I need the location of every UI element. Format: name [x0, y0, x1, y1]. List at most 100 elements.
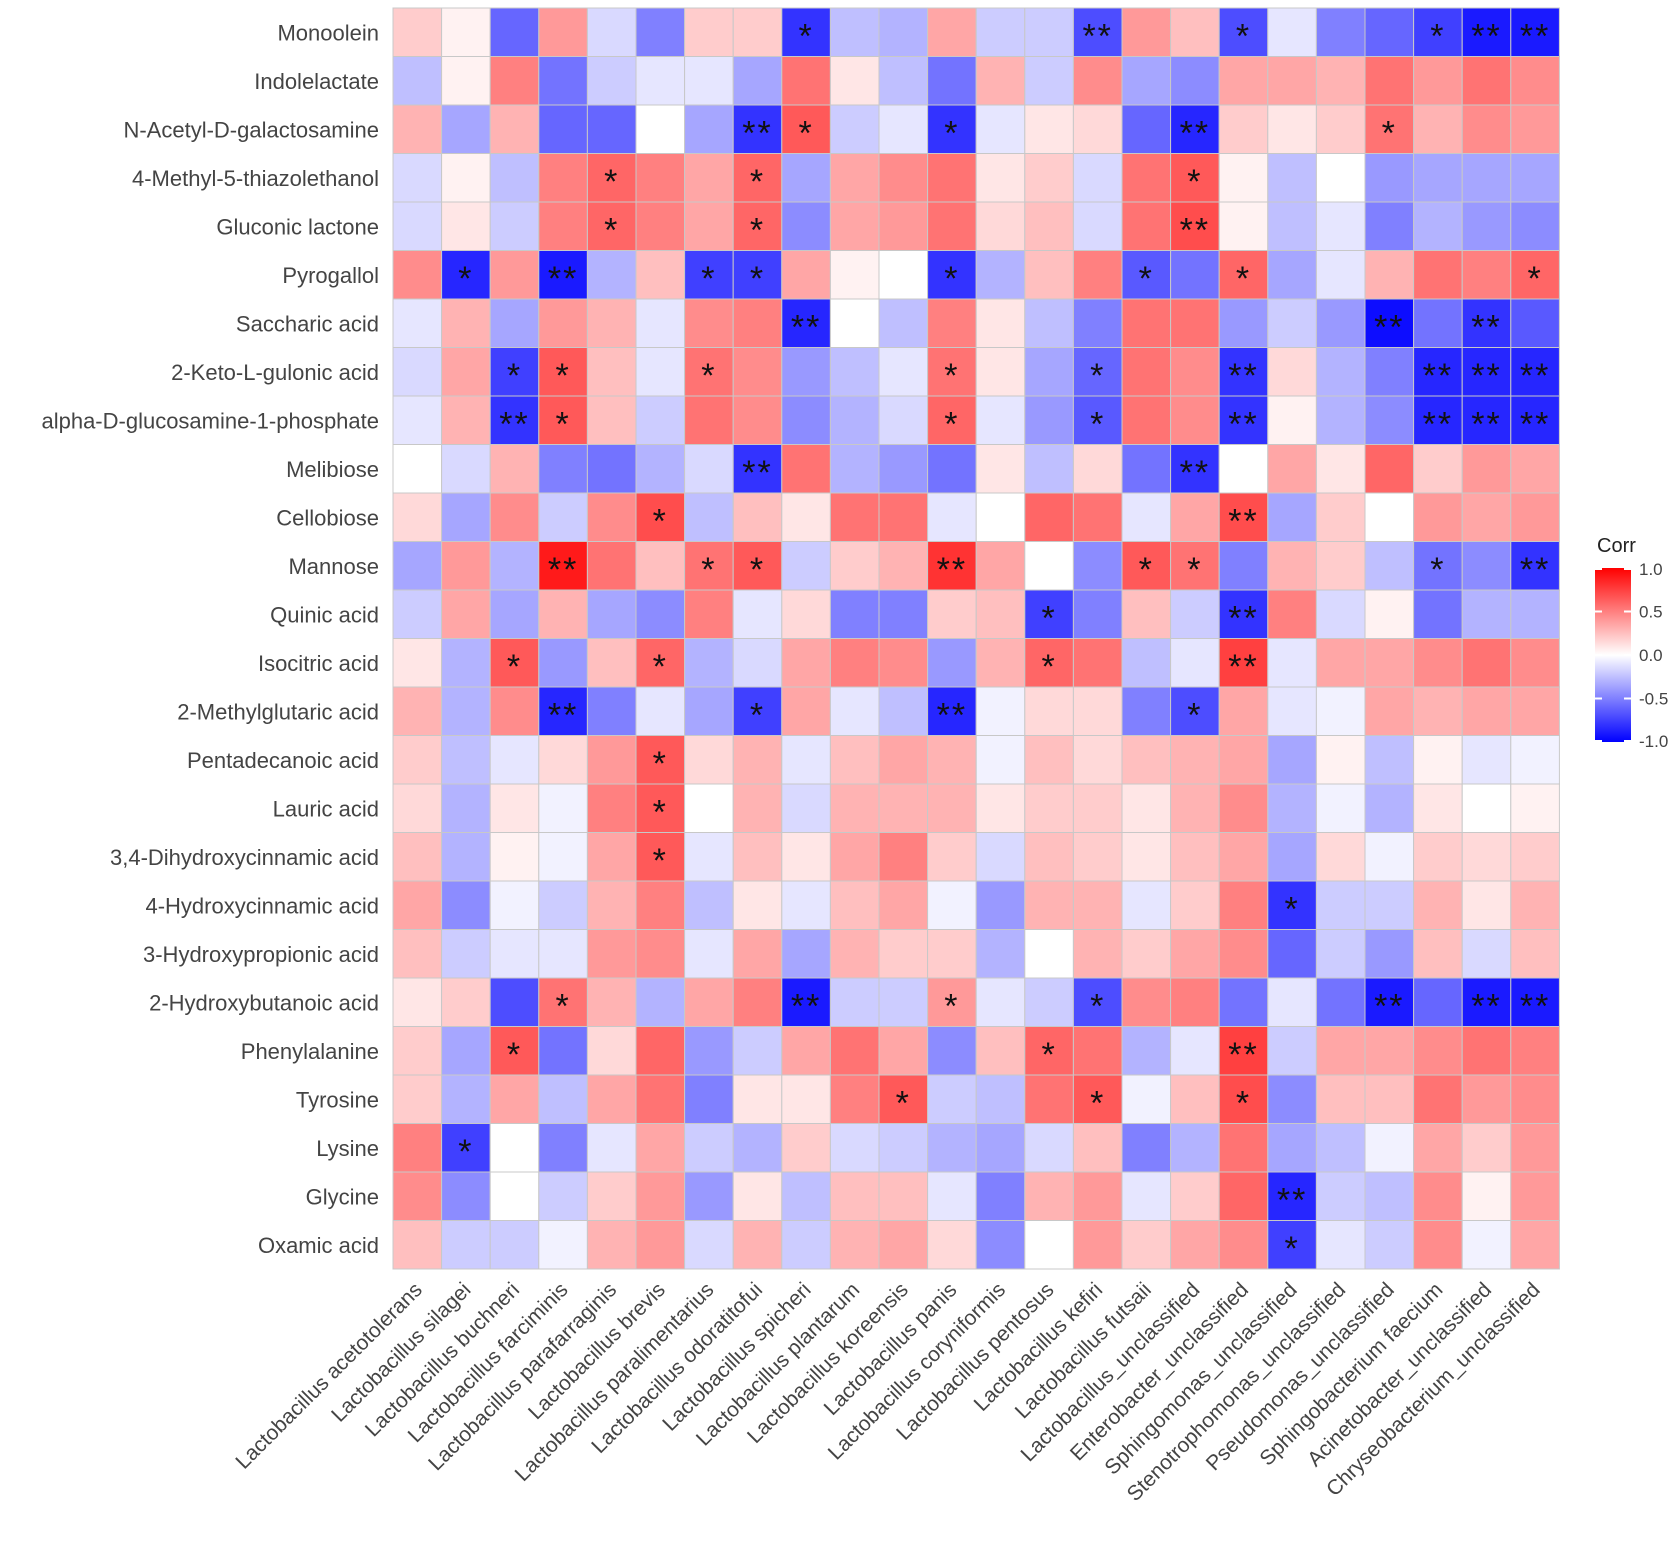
- heatmap-cell: [1315, 201, 1366, 251]
- heatmap-cell: [538, 7, 588, 57]
- heatmap-cell: [586, 444, 637, 494]
- heatmap-cell: [1121, 977, 1172, 1027]
- heatmap-cell: [1121, 395, 1172, 445]
- heatmap-cell: [489, 1123, 540, 1173]
- heatmap-cell: [1072, 977, 1123, 1027]
- row-label: Melibiose: [286, 457, 379, 482]
- significance-mark: *: [1041, 599, 1056, 637]
- heatmap-cell: [538, 56, 588, 106]
- significance-mark: **: [1082, 17, 1112, 55]
- heatmap-cell: [1510, 977, 1560, 1027]
- heatmap-cell: [392, 832, 443, 882]
- heatmap-cell: [489, 783, 540, 833]
- heatmap-cell: [878, 1220, 929, 1270]
- legend: Corr 1.0 0.5 0.0 -0.5 -1.0: [1595, 535, 1668, 751]
- heatmap-cell: [878, 541, 929, 591]
- heatmap-cell: [392, 444, 443, 494]
- heatmap-cell: [829, 880, 880, 930]
- heatmap-cell: [441, 444, 491, 494]
- heatmap-cell: [1413, 638, 1463, 688]
- heatmap-cell: [1510, 1074, 1560, 1124]
- heatmap-cell: [781, 686, 831, 736]
- heatmap-cell: [1461, 1026, 1512, 1076]
- heatmap-cell: [878, 589, 929, 639]
- heatmap-cell: [1170, 444, 1220, 494]
- heatmap-cell: [489, 56, 540, 106]
- heatmap-cell: [684, 298, 734, 348]
- significance-mark: **: [742, 454, 772, 492]
- heatmap-cell: [1170, 977, 1220, 1027]
- heatmap-cell: [538, 492, 588, 542]
- row-label: Tyrosine: [296, 1087, 379, 1112]
- heatmap-cell: [927, 929, 977, 979]
- heatmap-cell: [1267, 686, 1317, 736]
- heatmap-cell: [927, 1026, 977, 1076]
- significance-mark: *: [458, 1133, 473, 1171]
- heatmap-cell: [1364, 1123, 1415, 1173]
- heatmap-cell: [489, 444, 540, 494]
- heatmap-cell: [1510, 880, 1560, 930]
- heatmap-cell: [392, 7, 443, 57]
- heatmap-cell: [1413, 1123, 1463, 1173]
- heatmap-cell: [732, 638, 783, 688]
- heatmap-cell: [1315, 250, 1366, 300]
- heatmap-cell: [1364, 201, 1415, 251]
- significance-mark: *: [604, 163, 619, 201]
- heatmap-cell: [1024, 250, 1074, 300]
- heatmap-cell: [878, 104, 929, 154]
- heatmap-cell: [1364, 7, 1415, 57]
- heatmap-cell: [586, 686, 637, 736]
- heatmap-cell: [635, 686, 686, 736]
- heatmap-cell: [927, 444, 977, 494]
- heatmap-cell: [1072, 589, 1123, 639]
- heatmap-cell: [538, 735, 588, 785]
- heatmap-cell: [1315, 492, 1366, 542]
- heatmap-cell: [1461, 250, 1512, 300]
- heatmap-cell: [441, 201, 491, 251]
- heatmap-cell: [635, 395, 686, 445]
- heatmap-cell: [441, 104, 491, 154]
- heatmap-cell: [489, 1074, 540, 1124]
- heatmap-cell: [732, 1123, 783, 1173]
- heatmap-cell: [684, 444, 734, 494]
- heatmap-cell: [1267, 492, 1317, 542]
- heatmap-cell: [1072, 1074, 1123, 1124]
- heatmap-cell: [1024, 56, 1074, 106]
- heatmap-cell: [538, 444, 588, 494]
- heatmap-cell: [1218, 929, 1269, 979]
- heatmap-cell: [781, 1171, 831, 1221]
- significance-mark: *: [750, 260, 765, 298]
- heatmap-cell: [1510, 492, 1560, 542]
- heatmap-cell: [1267, 1123, 1317, 1173]
- heatmap-cell: [1315, 153, 1366, 203]
- heatmap-cell: [1024, 686, 1074, 736]
- heatmap-cell: [1413, 735, 1463, 785]
- heatmap-cell: [441, 1171, 491, 1221]
- heatmap-cell: [781, 492, 831, 542]
- heatmap-cell: [635, 492, 686, 542]
- heatmap-cell: [441, 298, 491, 348]
- heatmap-cell: [878, 1171, 929, 1221]
- heatmap-cell: [684, 686, 734, 736]
- heatmap-cell: [975, 1074, 1026, 1124]
- significance-mark: **: [1228, 648, 1258, 686]
- heatmap-cell: [732, 444, 783, 494]
- heatmap-cell: [538, 686, 588, 736]
- heatmap-cell: [1461, 492, 1512, 542]
- significance-mark: **: [1423, 357, 1453, 395]
- heatmap-cell: [829, 56, 880, 106]
- heatmap-cell: [975, 395, 1026, 445]
- heatmap-cell: [635, 444, 686, 494]
- heatmap-cell: [1364, 589, 1415, 639]
- heatmap-cell: [684, 783, 734, 833]
- heatmap-cell: [829, 250, 880, 300]
- heatmap-cell: [781, 1220, 831, 1270]
- heatmap-cell: [1218, 1171, 1269, 1221]
- heatmap-cell: [538, 929, 588, 979]
- heatmap-cell: [586, 929, 637, 979]
- heatmap-cell: [1364, 1074, 1415, 1124]
- significance-mark: *: [798, 114, 813, 152]
- heatmap-cell: [732, 201, 783, 251]
- heatmap-cell: [781, 638, 831, 688]
- significance-mark: **: [1520, 405, 1550, 443]
